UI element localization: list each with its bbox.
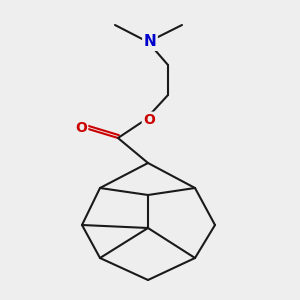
- Text: O: O: [75, 121, 87, 135]
- Text: O: O: [143, 113, 155, 127]
- Text: N: N: [144, 34, 156, 50]
